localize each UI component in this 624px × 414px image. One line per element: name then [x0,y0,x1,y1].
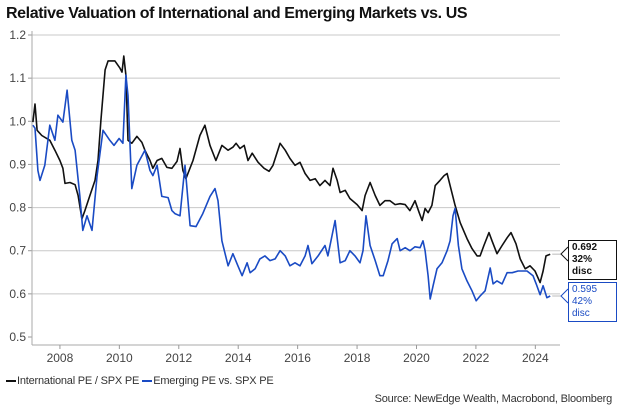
legend-swatch-emerging [142,380,153,382]
legend-swatch-international [6,380,16,382]
legend-label-emerging: Emerging PE vs. SPX PE [153,375,274,387]
y-tick-label: 0.8 [9,201,26,215]
callout-emerging: 0.595 42% disc [568,282,617,322]
chart-title: Relative Valuation of International and … [6,5,468,22]
legend: International PE / SPX PE Emerging PE vs… [6,375,277,387]
x-tick-label: 2008 [47,351,74,365]
x-tick-label: 2024 [522,351,549,365]
y-tick-label: 0.7 [9,244,26,258]
y-tick-label: 0.5 [9,330,26,344]
callout-pointers [552,246,569,304]
legend-item-emerging: Emerging PE vs. SPX PE [142,375,274,387]
callout-arrow [560,246,569,262]
y-tick-label: 1.2 [9,28,26,42]
axes [28,31,560,349]
callout-arrow [560,288,569,304]
x-tick-label: 2016 [284,351,311,365]
x-tick-labels: 2008 2010 2012 2014 2016 2018 2020 2022 2024 [47,351,549,365]
x-tick-label: 2014 [225,351,252,365]
y-tick-labels: 0.5 0.6 0.7 0.8 0.9 1.0 1.1 1.2 [9,28,26,344]
x-tick-label: 2012 [165,351,192,365]
callout-international-value: 0.692 [572,242,598,253]
y-tick-label: 1.0 [9,114,26,128]
callout-emerging-value: 0.595 [572,284,598,295]
series-line-international [32,55,551,284]
x-tick-label: 2018 [344,351,371,365]
legend-item-international: International PE / SPX PE [6,375,139,387]
x-tick-label: 2020 [403,351,430,365]
x-tick-label: 2022 [463,351,490,365]
x-tick-label: 2010 [106,351,133,365]
y-tick-label: 0.6 [9,287,26,301]
callout-international: 0.692 32% disc [568,240,617,280]
callout-international-discount: 32% disc [572,254,593,277]
y-tick-label: 0.9 [9,157,26,171]
y-tick-label: 1.1 [9,71,26,85]
legend-label-international: International PE / SPX PE [17,375,140,387]
callout-emerging-discount: 42% disc [572,296,593,319]
series-line-emerging [32,74,551,302]
series-lines [32,55,551,302]
source-note: Source: NewEdge Wealth, Macrobond, Bloom… [374,393,613,405]
